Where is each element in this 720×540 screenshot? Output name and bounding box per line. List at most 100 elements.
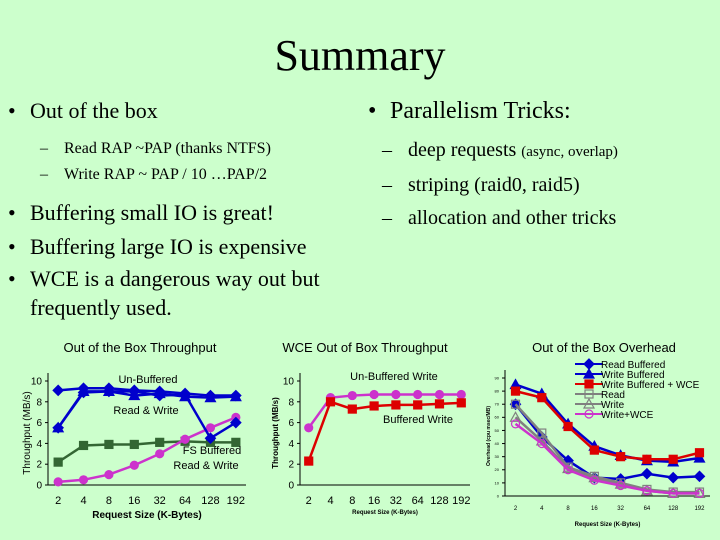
data-point (77, 386, 90, 399)
left-column: Out of the box Read RAP ~PAP (thanks NTF… (0, 96, 360, 322)
y-tick-label: 8 (36, 397, 42, 408)
data-point (129, 439, 139, 450)
y-tick-label: 60 (495, 415, 500, 420)
item-note: (async, overlap) (521, 144, 618, 160)
x-tick-label: 192 (694, 506, 705, 512)
data-point (104, 470, 114, 480)
x-tick-label: 64 (644, 506, 651, 512)
x-tick-label: 8 (349, 495, 355, 507)
y-tick-label: 80 (495, 389, 500, 394)
x-tick-label: 128 (201, 495, 219, 507)
x-tick-label: 32 (390, 495, 402, 507)
legend-marker (584, 409, 594, 419)
data-point (537, 393, 547, 403)
data-point (78, 475, 89, 485)
legend-label: Read (601, 390, 625, 401)
data-point (52, 421, 65, 434)
data-point (589, 445, 599, 455)
data-point (642, 486, 652, 496)
data-point (369, 389, 379, 400)
y-tick-label: 6 (36, 418, 42, 429)
data-point (434, 389, 445, 400)
x-tick-label: 8 (566, 506, 570, 512)
data-point (391, 389, 401, 400)
legend-marker (583, 358, 595, 370)
y-axis-label: Overhead (cpu msec/MB) (486, 406, 492, 466)
legend-label: Read Buffered (601, 360, 665, 371)
chart-2: WCE Out of Box Throughput 0 2 4 6 8 10 2 4 8 16 32 6… (271, 340, 470, 516)
y-tick-label: 70 (495, 402, 500, 407)
item-striping: striping (raid0, raid5) (360, 169, 720, 202)
data-point (204, 391, 217, 403)
data-point (231, 437, 241, 447)
chart-3: Out of the Box Overhead 0 10 20 30 40 50 60 70 80… (486, 340, 710, 528)
legend-marker (582, 367, 596, 379)
legend-label: Write (601, 400, 625, 411)
y-tick-label: 20 (495, 467, 500, 472)
y-tick-label: 10 (31, 377, 43, 388)
y-tick-label: 2 (288, 460, 294, 471)
data-point (103, 385, 115, 398)
data-point (510, 419, 521, 429)
y-tick-label: 0 (288, 481, 294, 492)
x-tick-label: 128 (668, 506, 679, 512)
data-point (693, 470, 706, 483)
chart-annotation: Un-Buffered Write (350, 371, 438, 383)
chart-annotation: Read & Write (113, 405, 178, 417)
chart-title: Out of the Box Throughput (64, 340, 217, 355)
data-point (693, 451, 706, 463)
legend-marker (584, 379, 594, 389)
data-point (179, 388, 191, 401)
legend-label: Write Buffered (601, 370, 665, 381)
bullet-buffer-large: Buffering large IO is expensive (0, 230, 360, 264)
data-point (78, 440, 89, 451)
data-point (694, 488, 705, 498)
data-point (616, 452, 626, 462)
x-tick-label: 4 (80, 495, 86, 507)
data-point (129, 460, 139, 470)
y-tick-label: 0 (36, 481, 42, 492)
bullet-parallelism: Parallelism Tricks: (360, 96, 720, 126)
chart-annotation: FS Buffered (183, 445, 242, 457)
sub-bullet-write: Write RAP ~ PAP / 10 …PAP/2 (0, 162, 360, 188)
slide-title: Summary (274, 31, 446, 80)
bullet-wce: WCE is a dangerous way out but frequentl… (0, 264, 350, 322)
x-tick-label: 16 (591, 506, 598, 512)
data-point (563, 465, 573, 475)
right-column: Parallelism Tricks: deep requests (async… (360, 96, 720, 235)
data-point (614, 477, 627, 489)
data-point (642, 454, 652, 464)
charts-area: Out of the Box Throughput 0 2 4 6 8 10 2 4 8 16 32 6… (22, 340, 710, 528)
data-point (153, 389, 166, 402)
data-point (413, 389, 423, 400)
x-tick-label: 2 (514, 506, 518, 512)
y-tick-label: 10 (495, 480, 500, 485)
legend-marker (582, 397, 596, 409)
data-point (510, 386, 521, 396)
data-point (155, 437, 165, 447)
x-axis-label: Request Size (K-Bytes) (575, 522, 641, 528)
x-tick-label: 64 (179, 495, 191, 507)
y-tick-label: 90 (495, 375, 500, 380)
y-tick-label: 8 (288, 397, 294, 408)
data-point (413, 400, 423, 410)
y-tick-label: 10 (283, 377, 295, 388)
y-tick-label: 6 (288, 418, 294, 429)
data-point (456, 389, 466, 400)
data-point (229, 390, 242, 402)
data-point (204, 432, 217, 445)
series-line-2 (307, 400, 462, 462)
data-point (668, 488, 678, 498)
x-axis-label: Request Size (K-Bytes) (92, 510, 201, 521)
data-point (52, 384, 65, 397)
data-point (668, 454, 678, 464)
y-tick-label: 4 (288, 439, 294, 450)
data-point (537, 438, 547, 449)
chart-title: WCE Out of Box Throughput (282, 340, 448, 355)
item-main: deep requests (408, 139, 522, 161)
x-tick-label: 16 (368, 495, 380, 507)
data-point (53, 457, 63, 467)
data-point (53, 477, 63, 487)
y-tick-label: 30 (495, 454, 500, 459)
chart-title: Out of the Box Overhead (532, 340, 676, 355)
